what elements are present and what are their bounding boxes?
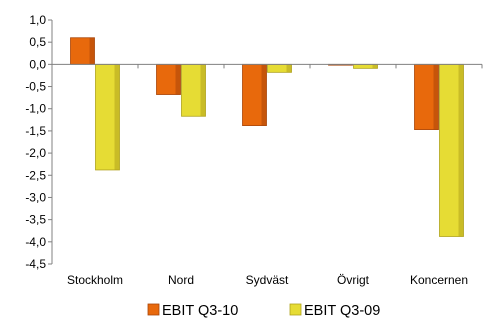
y-tick-label: -2,0 xyxy=(25,146,46,160)
legend-swatch xyxy=(289,303,302,316)
bar-shade xyxy=(286,64,292,73)
category-label: Sydväst xyxy=(246,273,289,287)
y-tick-label: 0,0 xyxy=(29,57,46,71)
bars xyxy=(70,37,464,237)
y-tick-label: -4,5 xyxy=(25,257,46,271)
y-tick-label: -1,5 xyxy=(25,124,46,138)
bar-shade xyxy=(458,64,464,237)
y-tick-label: -2,5 xyxy=(25,168,46,182)
y-tick-label: -4,0 xyxy=(25,235,46,249)
bar-shade xyxy=(89,37,95,65)
y-tick-label: -3,5 xyxy=(25,213,46,227)
category-label: Koncernen xyxy=(410,273,468,287)
y-tick-label: 1,0 xyxy=(29,13,46,27)
legend-label: EBIT Q3-10 xyxy=(162,303,238,319)
x-axis xyxy=(51,63,483,69)
category-label: Nord xyxy=(168,273,194,287)
bar-shade xyxy=(114,64,120,170)
y-tick-label: -3,0 xyxy=(25,190,46,204)
category-label: Stockholm xyxy=(67,273,123,287)
legend: EBIT Q3-10 EBIT Q3-09 xyxy=(147,303,380,319)
category-labels: Stockholm Nord Sydväst Övrigt Koncernen xyxy=(67,273,468,287)
y-tick-label: -1,0 xyxy=(25,102,46,116)
y-tick-label: 0,5 xyxy=(29,35,46,49)
y-tick-label: -0,5 xyxy=(25,80,46,94)
y-axis: 1,0 0,5 0,0 -0,5 -1,0 -1,5 -2,0 -2,5 -3,0 -3,5 -4,… xyxy=(25,13,53,271)
bar-shade xyxy=(433,64,439,130)
category-label: Övrigt xyxy=(337,273,370,287)
legend-label: EBIT Q3-09 xyxy=(304,303,380,319)
legend-swatch xyxy=(147,303,160,316)
bar-shade xyxy=(175,64,181,95)
bar-shade xyxy=(261,64,267,126)
bar-shade xyxy=(372,64,378,69)
bar-shade xyxy=(200,64,206,117)
